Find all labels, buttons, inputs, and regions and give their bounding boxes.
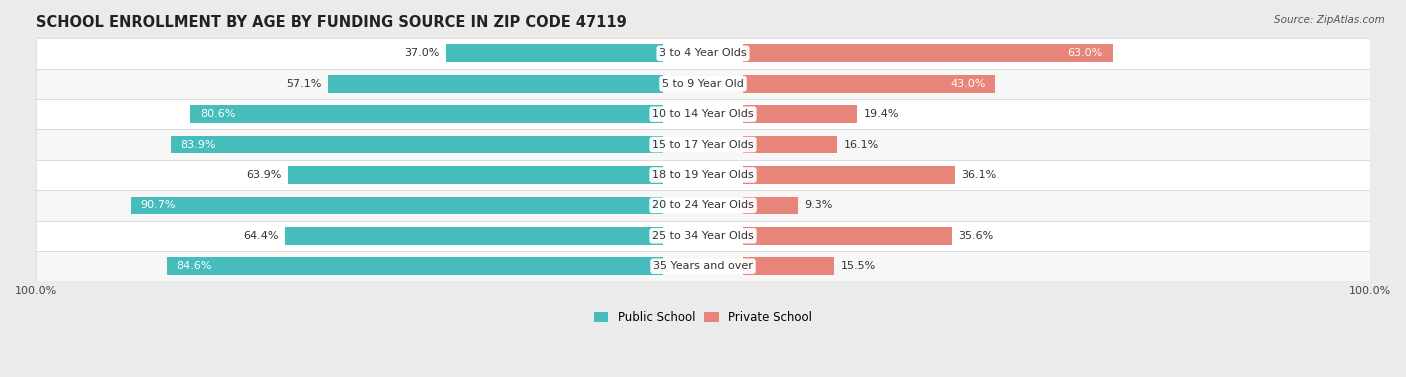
Bar bbox=[742, 136, 838, 153]
Text: 19.4%: 19.4% bbox=[863, 109, 898, 119]
Bar bbox=[37, 69, 1369, 99]
Bar bbox=[37, 129, 1369, 160]
Bar bbox=[742, 105, 856, 123]
Bar bbox=[742, 75, 995, 92]
Text: 37.0%: 37.0% bbox=[404, 48, 439, 58]
Bar bbox=[37, 160, 1369, 190]
Text: Source: ZipAtlas.com: Source: ZipAtlas.com bbox=[1274, 15, 1385, 25]
Text: 5 to 9 Year Old: 5 to 9 Year Old bbox=[662, 79, 744, 89]
Bar bbox=[288, 166, 664, 184]
Text: 35 Years and over: 35 Years and over bbox=[652, 261, 754, 271]
Text: 3 to 4 Year Olds: 3 to 4 Year Olds bbox=[659, 48, 747, 58]
Text: 10 to 14 Year Olds: 10 to 14 Year Olds bbox=[652, 109, 754, 119]
Bar bbox=[190, 105, 664, 123]
Text: 25 to 34 Year Olds: 25 to 34 Year Olds bbox=[652, 231, 754, 241]
Text: 15.5%: 15.5% bbox=[841, 261, 876, 271]
Bar bbox=[446, 44, 664, 62]
Bar bbox=[170, 136, 664, 153]
Text: 64.4%: 64.4% bbox=[243, 231, 278, 241]
Bar bbox=[742, 196, 797, 214]
Text: 43.0%: 43.0% bbox=[950, 79, 986, 89]
Bar bbox=[285, 227, 664, 245]
Bar bbox=[742, 257, 834, 275]
Bar bbox=[742, 44, 1112, 62]
Bar bbox=[131, 196, 664, 214]
Bar bbox=[37, 38, 1369, 69]
Bar bbox=[742, 227, 952, 245]
Text: 9.3%: 9.3% bbox=[804, 201, 832, 210]
Text: 80.6%: 80.6% bbox=[200, 109, 235, 119]
Text: SCHOOL ENROLLMENT BY AGE BY FUNDING SOURCE IN ZIP CODE 47119: SCHOOL ENROLLMENT BY AGE BY FUNDING SOUR… bbox=[37, 15, 627, 30]
Bar bbox=[37, 99, 1369, 129]
Bar bbox=[37, 190, 1369, 221]
Bar bbox=[166, 257, 664, 275]
Bar bbox=[742, 166, 955, 184]
Bar bbox=[328, 75, 664, 92]
Text: 35.6%: 35.6% bbox=[959, 231, 994, 241]
Text: 84.6%: 84.6% bbox=[177, 261, 212, 271]
Text: 90.7%: 90.7% bbox=[141, 201, 176, 210]
Text: 83.9%: 83.9% bbox=[180, 139, 217, 150]
Legend: Public School, Private School: Public School, Private School bbox=[589, 307, 817, 329]
Text: 57.1%: 57.1% bbox=[285, 79, 321, 89]
Text: 63.0%: 63.0% bbox=[1067, 48, 1102, 58]
Text: 16.1%: 16.1% bbox=[844, 139, 879, 150]
Bar bbox=[37, 251, 1369, 281]
Text: 15 to 17 Year Olds: 15 to 17 Year Olds bbox=[652, 139, 754, 150]
Text: 20 to 24 Year Olds: 20 to 24 Year Olds bbox=[652, 201, 754, 210]
Text: 18 to 19 Year Olds: 18 to 19 Year Olds bbox=[652, 170, 754, 180]
Text: 63.9%: 63.9% bbox=[246, 170, 281, 180]
Bar bbox=[37, 221, 1369, 251]
Text: 36.1%: 36.1% bbox=[962, 170, 997, 180]
